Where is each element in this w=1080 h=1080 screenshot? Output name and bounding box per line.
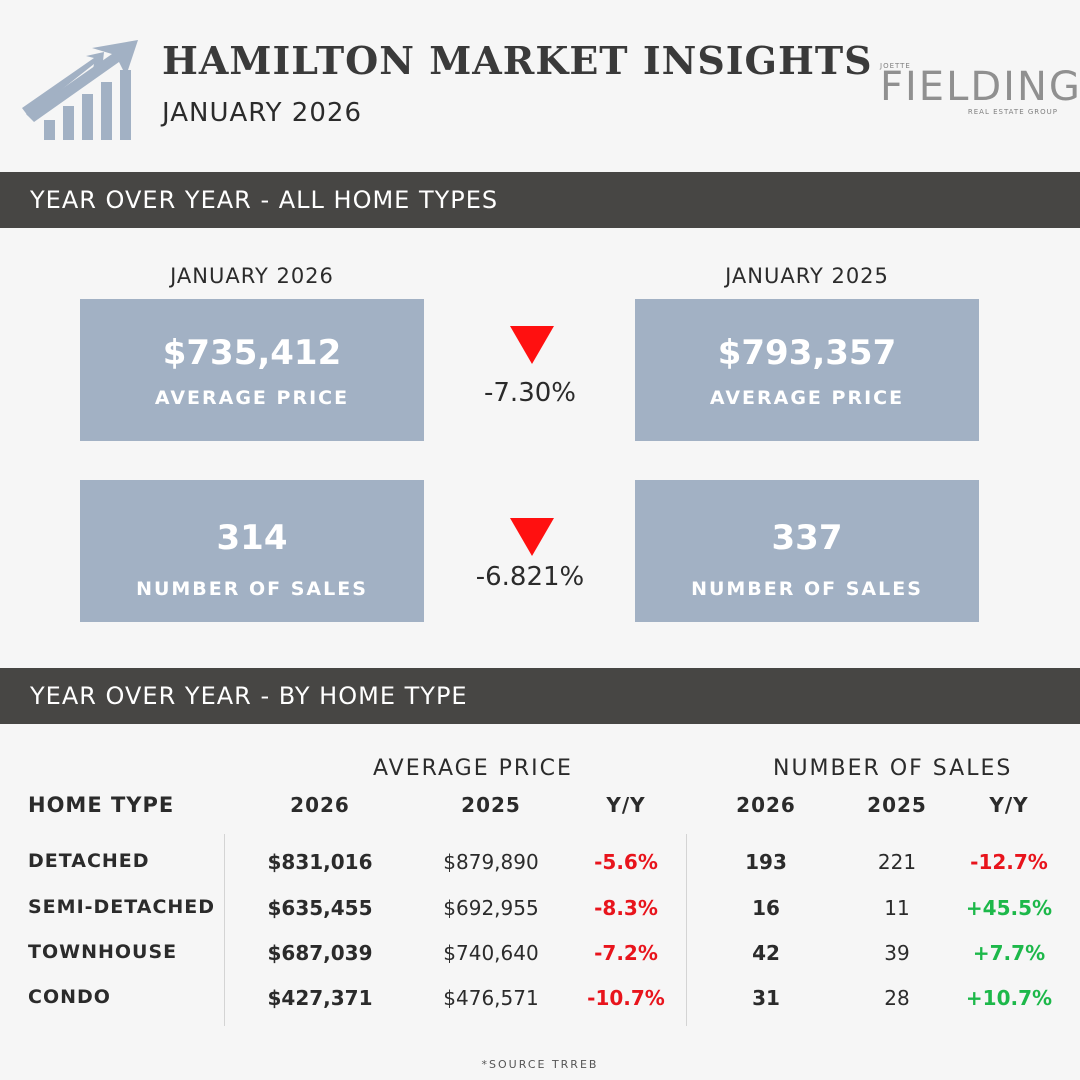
row-home-type: SEMI-DETACHED — [28, 896, 216, 918]
row-price-2025: $476,571 — [443, 986, 539, 1010]
logo-top-text: JOETTE — [880, 62, 911, 70]
row-price-2026: $687,039 — [267, 941, 373, 965]
row-sales-yoy: +7.7% — [972, 941, 1046, 965]
row-sales-2026: 16 — [752, 896, 780, 920]
row-sales-yoy: +45.5% — [965, 896, 1053, 920]
row-price-yoy: -8.3% — [594, 896, 658, 920]
row-price-yoy: -7.2% — [594, 941, 658, 965]
row-home-type: CONDO — [28, 986, 111, 1008]
current-sales-card: 314 NUMBER OF SALES — [80, 480, 424, 622]
table-row: SEMI-DETACHED $635,455 $692,955 -8.3% 16… — [0, 896, 1080, 926]
col-header-price-yoy: Y/Y — [606, 793, 646, 817]
section-bar-by-type: YEAR OVER YEAR - BY HOME TYPE — [0, 668, 1080, 724]
trend-chart-icon — [22, 40, 138, 140]
row-sales-2025: 28 — [884, 986, 910, 1010]
col-header-home-type: HOME TYPE — [28, 793, 175, 817]
price-change-percent: -7.30% — [484, 378, 576, 408]
current-avg-price-label: AVERAGE PRICE — [154, 387, 350, 409]
page-title: HAMILTON MARKET INSIGHTS — [162, 38, 873, 83]
brand-logo: JOETTE FIELDING REAL ESTATE GROUP — [878, 62, 1080, 118]
table-row: CONDO $427,371 $476,571 -10.7% 31 28 +10… — [0, 986, 1080, 1016]
current-avg-price-value: $735,412 — [162, 333, 342, 373]
row-sales-yoy: +10.7% — [965, 986, 1053, 1010]
row-sales-2026: 31 — [752, 986, 780, 1010]
row-sales-2026: 42 — [752, 941, 780, 965]
row-sales-2026: 193 — [745, 850, 787, 874]
previous-sales-value: 337 — [771, 518, 843, 558]
current-avg-price-card: $735,412 AVERAGE PRICE — [80, 299, 424, 441]
col-header-sales-yoy: Y/Y — [989, 793, 1029, 817]
table-divider-left — [224, 834, 225, 1026]
sales-down-arrow-icon — [510, 518, 554, 556]
current-sales-label: NUMBER OF SALES — [136, 578, 368, 600]
row-price-yoy: -5.6% — [594, 850, 658, 874]
row-sales-2025: 11 — [884, 896, 910, 920]
row-sales-2025: 221 — [877, 850, 917, 874]
col-header-sales-2026: 2026 — [736, 793, 796, 817]
logo-main-text: FIELDING — [880, 64, 1080, 110]
row-price-2025: $879,890 — [443, 850, 539, 874]
row-home-type: TOWNHOUSE — [28, 941, 178, 963]
table-row: DETACHED $831,016 $879,890 -5.6% 193 221… — [0, 850, 1080, 880]
table-divider-right — [686, 834, 687, 1026]
price-down-arrow-icon — [510, 326, 554, 364]
sales-change-percent: -6.821% — [475, 562, 585, 592]
current-period-label: JANUARY 2026 — [170, 264, 334, 288]
section-bar-all-types: YEAR OVER YEAR - ALL HOME TYPES — [0, 172, 1080, 228]
col-header-price-2025: 2025 — [461, 793, 521, 817]
row-price-yoy: -10.7% — [587, 986, 665, 1010]
row-sales-yoy: -12.7% — [970, 850, 1048, 874]
table-row: TOWNHOUSE $687,039 $740,640 -7.2% 42 39 … — [0, 941, 1080, 971]
source-footnote: *SOURCE TRREB — [481, 1058, 599, 1071]
col-header-price-2026: 2026 — [290, 793, 350, 817]
row-price-2026: $635,455 — [267, 896, 373, 920]
current-sales-value: 314 — [216, 518, 288, 558]
previous-avg-price-card: $793,357 AVERAGE PRICE — [635, 299, 979, 441]
previous-sales-label: NUMBER OF SALES — [691, 578, 923, 600]
col-header-sales-2025: 2025 — [867, 793, 927, 817]
avg-price-group-header: AVERAGE PRICE — [373, 756, 573, 781]
logo-sub-text: REAL ESTATE GROUP — [967, 108, 1058, 116]
row-home-type: DETACHED — [28, 850, 150, 872]
previous-period-label: JANUARY 2025 — [725, 264, 889, 288]
previous-sales-card: 337 NUMBER OF SALES — [635, 480, 979, 622]
page-subtitle: JANUARY 2026 — [162, 98, 362, 128]
previous-avg-price-value: $793,357 — [717, 333, 897, 373]
row-price-2025: $692,955 — [443, 896, 539, 920]
previous-avg-price-label: AVERAGE PRICE — [709, 387, 905, 409]
num-sales-group-header: NUMBER OF SALES — [773, 756, 1013, 781]
row-price-2025: $740,640 — [443, 941, 539, 965]
row-price-2026: $427,371 — [267, 986, 373, 1010]
row-price-2026: $831,016 — [267, 850, 373, 874]
row-sales-2025: 39 — [884, 941, 910, 965]
